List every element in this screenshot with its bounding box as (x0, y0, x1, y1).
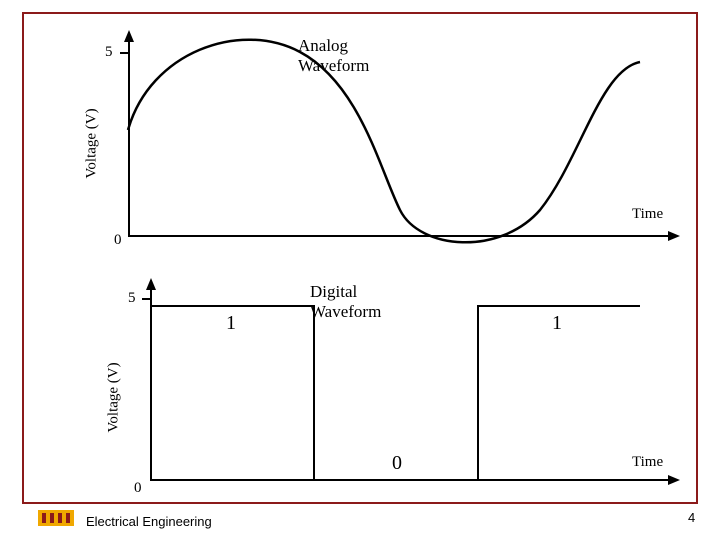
footer-dept: Electrical Engineering (86, 514, 212, 529)
digital-curve (0, 0, 720, 540)
page-number: 4 (688, 510, 695, 525)
asu-logo (38, 508, 78, 530)
